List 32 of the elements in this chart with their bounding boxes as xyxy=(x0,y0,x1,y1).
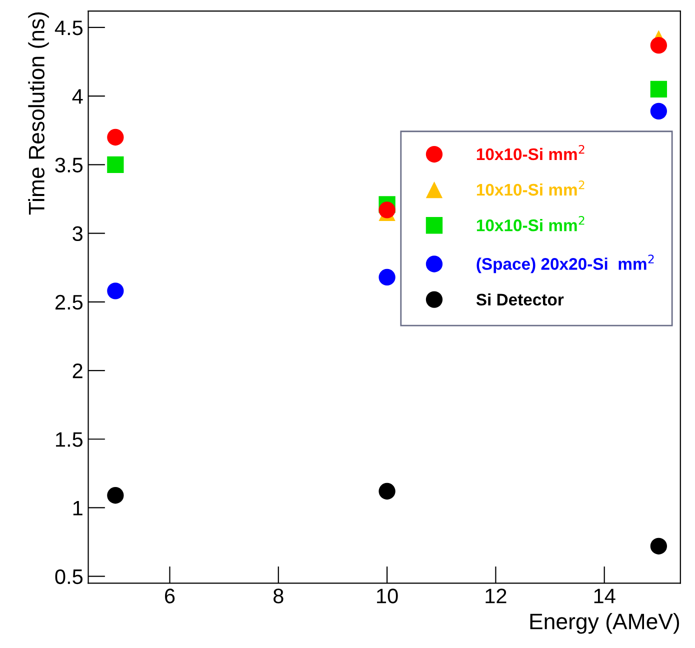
y-tick-label: 2.5 xyxy=(55,294,83,310)
x-tick-label: 6 xyxy=(165,588,175,604)
point xyxy=(107,156,124,174)
x-axis-title: Energy (AMeV) xyxy=(530,613,680,634)
legend-label: 10x10-Si mm$^{2}$ xyxy=(476,180,584,196)
y-axis-title: Time Resolution (ns) xyxy=(28,12,49,215)
point xyxy=(378,268,396,286)
point xyxy=(650,538,668,554)
legend-label: 10x10-Si mm$^{2}$ xyxy=(476,216,584,232)
point xyxy=(650,80,668,98)
point xyxy=(378,482,396,500)
y-tick-label: 1.5 xyxy=(56,432,83,447)
point xyxy=(107,128,124,146)
x-tick-label: 12 xyxy=(486,588,506,604)
x-tick-label: 14 xyxy=(594,588,616,604)
point xyxy=(107,282,124,300)
point xyxy=(107,487,124,504)
y-tick-label: 3.5 xyxy=(55,158,83,172)
legend-label: 10x10-Si mm$^{2}$ xyxy=(476,144,584,160)
legend-label: (Space) 20x20-Si mm$^{2}$ xyxy=(476,254,654,274)
point xyxy=(378,202,396,218)
legend-label: Si Detector xyxy=(476,293,564,306)
point xyxy=(650,36,668,54)
y-tick-label: 2 xyxy=(72,364,82,378)
point xyxy=(650,102,668,120)
y-tick-label: 4 xyxy=(72,89,83,104)
y-tick-label: 0.5 xyxy=(55,569,83,584)
y-tick-label: 4.5 xyxy=(54,20,83,36)
y-tick-label: 3 xyxy=(72,226,82,242)
x-tick-label: 8 xyxy=(274,588,284,604)
y-tick-label: 1 xyxy=(73,500,82,516)
x-tick-label: 10 xyxy=(377,588,398,604)
